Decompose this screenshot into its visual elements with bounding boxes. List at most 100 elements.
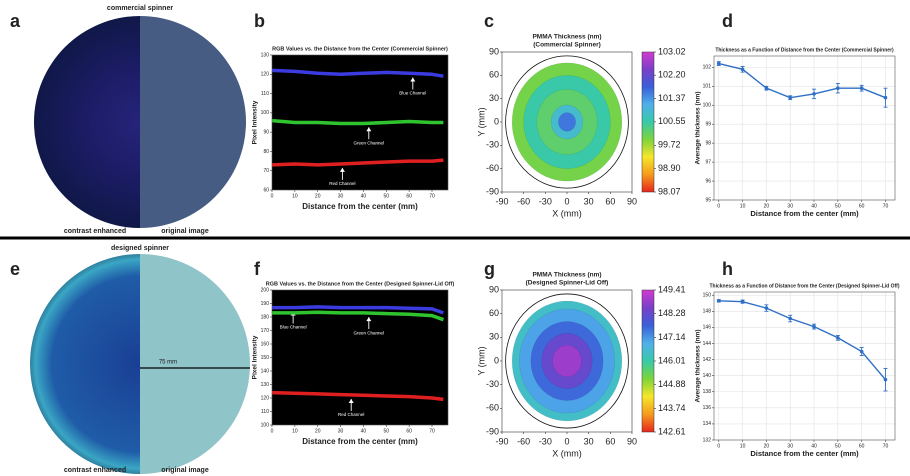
x-tick-label: 30 xyxy=(787,203,793,209)
data-point xyxy=(812,92,816,96)
contrast-enhanced-half xyxy=(30,254,140,474)
y-tick-label: 90 xyxy=(489,284,499,294)
x-tick-label: 0 xyxy=(271,428,274,434)
x-tick-label: 20 xyxy=(764,203,770,209)
x-tick-label: 20 xyxy=(315,428,321,434)
y-tick-label: 101 xyxy=(703,84,712,90)
series-line xyxy=(271,390,444,402)
contour-ring xyxy=(552,345,582,377)
y-tick-label: 99 xyxy=(705,122,711,128)
plot-frame xyxy=(713,55,896,201)
colorbar xyxy=(641,289,655,433)
series-label: Blue Channel xyxy=(280,325,307,330)
y-tick-label: 100 xyxy=(261,422,270,428)
x-axis-label: Distance from the center (mm) xyxy=(302,202,418,211)
y-axis-label: Pixel Intensity xyxy=(252,100,259,144)
data-point xyxy=(788,95,793,100)
x-tick-label: 30 xyxy=(338,193,344,199)
x-tick-label: 40 xyxy=(361,193,367,199)
y-tick-label: -90 xyxy=(486,186,499,196)
contrast-enhanced-half xyxy=(34,16,140,228)
colorbar-tick-label: 143.74 xyxy=(658,403,686,413)
colorbar-tick-label: 99.72 xyxy=(658,140,681,150)
x-tick-label: 60 xyxy=(605,196,615,206)
colorbar-tick-label: 102.20 xyxy=(658,70,686,80)
y-axis-label: Pixel Intensity xyxy=(252,335,259,379)
y-tick-label: 80 xyxy=(263,149,269,155)
x-tick-label: 40 xyxy=(811,203,817,209)
left-label: contrast enhanced xyxy=(64,467,126,474)
y-tick-label: 60 xyxy=(489,308,499,318)
y-tick-label: -90 xyxy=(486,426,499,436)
x-tick-label: 50 xyxy=(384,193,390,199)
panel-letter: e xyxy=(10,259,20,279)
y-tick-label: 30 xyxy=(489,332,499,342)
colorbar-tick-label: 146.01 xyxy=(658,355,686,365)
x-tick-label: 30 xyxy=(584,196,594,206)
x-tick-label: 70 xyxy=(429,193,435,199)
data-point xyxy=(812,324,816,329)
x-tick-label: -30 xyxy=(539,436,552,446)
plot-frame xyxy=(713,291,896,441)
annotation-arrowhead xyxy=(366,127,372,132)
y-tick-label: 136 xyxy=(703,405,712,411)
y-tick-label: 102 xyxy=(703,65,712,71)
right-label: original image xyxy=(161,467,209,474)
annotation-arrowhead xyxy=(348,398,354,403)
colorbar-tick-label: 103.02 xyxy=(658,46,686,56)
y-tick-label: 148 xyxy=(703,309,712,315)
colorbar-tick-label: 147.14 xyxy=(658,332,686,342)
annotation-arrowhead xyxy=(410,77,416,82)
y-tick-label: 170 xyxy=(261,328,270,334)
y-axis-label: Average thickness (nm) xyxy=(695,91,702,164)
y-tick-label: 132 xyxy=(703,437,712,443)
x-tick-label: 90 xyxy=(627,196,637,206)
x-tick-label: 50 xyxy=(384,428,390,434)
chart-title: PMMA Thickness (nm) xyxy=(532,34,601,41)
contour-ring xyxy=(558,112,576,132)
x-axis-label: Distance from the center (mm) xyxy=(302,437,418,446)
x-tick-label: 0 xyxy=(564,436,569,446)
wafer-outline xyxy=(505,55,629,189)
y-tick-label: 96 xyxy=(705,178,711,184)
x-tick-label: 60 xyxy=(605,436,615,446)
y-tick-label: 142 xyxy=(703,357,712,363)
data-point xyxy=(836,86,840,91)
y-tick-label: -30 xyxy=(486,379,499,389)
data-point xyxy=(740,299,745,304)
y-tick-label: 140 xyxy=(703,373,712,379)
y-tick-label: 110 xyxy=(261,91,269,97)
y-tick-label: 190 xyxy=(261,301,270,307)
y-tick-label: 60 xyxy=(489,70,499,80)
y-tick-label: 100 xyxy=(261,110,270,116)
series-line xyxy=(272,305,444,315)
panel-letter: d xyxy=(722,11,733,31)
x-tick-label: 70 xyxy=(883,443,889,449)
x-tick-label: 10 xyxy=(740,203,746,209)
panel-letter: c xyxy=(484,11,494,31)
colorbar-tick-label: 101.37 xyxy=(658,93,686,103)
x-tick-label: 60 xyxy=(406,428,412,434)
x-tick-label: 30 xyxy=(787,443,793,449)
y-tick-label: 140 xyxy=(261,368,270,374)
plot-frame xyxy=(271,54,449,191)
series-line xyxy=(271,158,444,167)
wafer-outline xyxy=(505,293,629,429)
panel-letter: g xyxy=(484,259,495,279)
scale-label: 75 mm xyxy=(159,360,177,366)
data-point xyxy=(740,67,745,72)
x-axis-label: X (mm) xyxy=(552,448,582,458)
series-line xyxy=(272,310,444,322)
x-tick-label: 10 xyxy=(740,443,746,449)
colorbar-tick-label: 144.88 xyxy=(658,379,686,389)
colorbar-tick-label: 100.55 xyxy=(658,116,686,126)
original-half xyxy=(140,16,246,228)
x-tick-label: 0 xyxy=(717,203,720,209)
series-label: Blue Channel xyxy=(399,91,426,96)
x-tick-label: 20 xyxy=(764,443,770,449)
y-axis-label: Y (mm) xyxy=(476,107,486,136)
spinner-image-e: 75 mm designed spinner contrast enhanced… xyxy=(30,245,250,474)
y-tick-label: -30 xyxy=(486,140,499,150)
y-tick-label: 30 xyxy=(489,93,499,103)
x-tick-label: 0 xyxy=(717,443,720,449)
